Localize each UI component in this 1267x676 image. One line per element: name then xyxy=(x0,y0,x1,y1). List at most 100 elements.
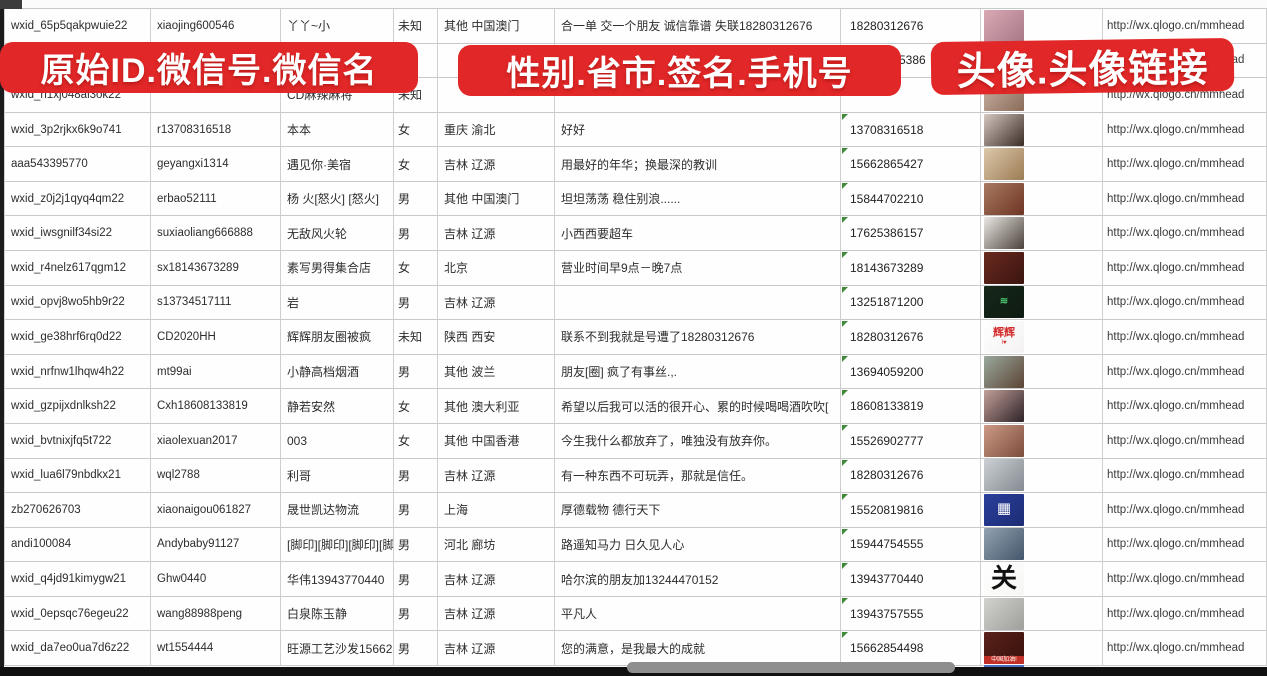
cell-wechat-id[interactable]: wql2788 xyxy=(151,458,281,493)
cell-original-id[interactable]: wxid_0epsqc76egeu22 xyxy=(5,596,151,631)
cell-gender[interactable]: 男 xyxy=(394,527,438,562)
cell-wechat-name[interactable]: 无敌风火轮 xyxy=(281,216,394,251)
cell-gender[interactable]: 男 xyxy=(394,596,438,631)
cell-wechat-id[interactable]: mt99ai xyxy=(151,354,281,389)
cell-phone-number[interactable]: 15944754555 xyxy=(841,527,981,562)
cell-wechat-id[interactable]: xiaolexuan2017 xyxy=(151,423,281,458)
cell-wechat-name[interactable]: 素写男得集合店 xyxy=(281,251,394,285)
cell-wechat-id[interactable]: xiaojing600546 xyxy=(151,9,281,43)
cell-wechat-name[interactable]: 晟世凯达物流 xyxy=(281,493,394,527)
cell-avatar[interactable]: 辉辉 I♥ xyxy=(981,320,1103,354)
cell-wechat-name[interactable]: 华伟13943770440 xyxy=(281,562,394,596)
cell-gender[interactable]: 男 xyxy=(394,493,438,527)
cell-signature[interactable]: 小西西要超车 xyxy=(555,216,841,251)
cell-avatar-link[interactable]: http://wx.qlogo.cn/mmhead xyxy=(1103,251,1267,285)
cell-avatar-link[interactable]: http://wx.qlogo.cn/mmhead xyxy=(1103,216,1267,251)
cell-province-city[interactable]: 吉林 辽源 xyxy=(438,631,555,665)
cell-wechat-id[interactable]: erbao52111 xyxy=(151,181,281,216)
cell-wechat-name[interactable]: 杨 火[怒火] [怒火] xyxy=(281,181,394,216)
cell-province-city[interactable]: 上海 xyxy=(438,493,555,527)
cell-signature[interactable]: 合一单 交一个朋友 诚信靠谱 失联18280312676 xyxy=(555,9,841,43)
cell-avatar-link[interactable]: http://wx.qlogo.cn/mmhead xyxy=(1103,458,1267,493)
cell-signature[interactable]: 有一种东西不可玩弄，那就是信任。 xyxy=(555,458,841,493)
cell-province-city[interactable]: 北京 xyxy=(438,251,555,285)
cell-original-id[interactable]: wxid_lua6l79nbdkx21 xyxy=(5,458,151,493)
cell-phone-number[interactable]: 17625386157 xyxy=(841,216,981,251)
cell-avatar[interactable] xyxy=(981,423,1103,458)
cell-province-city[interactable]: 其他 波兰 xyxy=(438,354,555,389)
cell-gender[interactable]: 男 xyxy=(394,285,438,320)
cell-province-city[interactable]: 其他 澳大利亚 xyxy=(438,389,555,423)
cell-gender[interactable] xyxy=(394,43,438,78)
cell-avatar[interactable] xyxy=(981,112,1103,147)
cell-gender[interactable]: 未知 xyxy=(394,9,438,43)
cell-phone-number[interactable]: 15526902777 xyxy=(841,423,981,458)
cell-original-id[interactable]: wxid_nrfnw1lhqw4h22 xyxy=(5,354,151,389)
cell-original-id[interactable]: aaa543395770 xyxy=(5,147,151,181)
cell-original-id[interactable]: wxid_da7eo0ua7d6z22 xyxy=(5,631,151,665)
cell-province-city[interactable]: 重庆 渝北 xyxy=(438,112,555,147)
cell-original-id[interactable]: wxid_r4nelz617qgm12 xyxy=(5,251,151,285)
cell-original-id[interactable]: wxid_opvj8wo5hb9r22 xyxy=(5,285,151,320)
cell-wechat-id[interactable] xyxy=(151,78,281,112)
cell-wechat-name[interactable]: 本本 xyxy=(281,112,394,147)
cell-avatar-link[interactable]: http://wx.qlogo.cn/mmhead xyxy=(1103,596,1267,631)
cell-province-city[interactable]: 吉林 辽源 xyxy=(438,562,555,596)
cell-avatar-link[interactable]: http://wx.qlogo.cn/mmhead xyxy=(1103,423,1267,458)
cell-wechat-id[interactable]: Andybaby91127 xyxy=(151,527,281,562)
cell-wechat-name[interactable]: 小静高档烟酒 xyxy=(281,354,394,389)
cell-wechat-id[interactable]: wt1554444 xyxy=(151,631,281,665)
cell-province-city[interactable]: 陕西 西安 xyxy=(438,320,555,354)
cell-signature[interactable] xyxy=(555,285,841,320)
cell-wechat-id[interactable]: s13734517111 xyxy=(151,285,281,320)
cell-signature[interactable]: 用最好的年华；换最深的教训 xyxy=(555,147,841,181)
cell-wechat-name[interactable]: 003 xyxy=(281,423,394,458)
cell-wechat-name[interactable]: 辉辉朋友圈被疯 xyxy=(281,320,394,354)
cell-avatar[interactable] xyxy=(981,596,1103,631)
cell-signature[interactable]: 坦坦荡荡 稳住别浪...... xyxy=(555,181,841,216)
cell-original-id[interactable]: wxid_gzpijxdnlksh22 xyxy=(5,389,151,423)
cell-avatar-link[interactable]: http://wx.qlogo.cn/mmhead xyxy=(1103,181,1267,216)
cell-gender[interactable]: 男 xyxy=(394,458,438,493)
cell-wechat-name[interactable]: 静若安然 xyxy=(281,389,394,423)
cell-signature[interactable]: 您的满意，是我最大的成就 xyxy=(555,631,841,665)
cell-original-id[interactable]: wxid_ge38hrf6rq0d22 xyxy=(5,320,151,354)
cell-province-city[interactable]: 吉林 辽源 xyxy=(438,596,555,631)
cell-avatar[interactable] xyxy=(981,251,1103,285)
cell-phone-number[interactable]: 13251871200 xyxy=(841,285,981,320)
cell-signature[interactable]: 厚德载物 德行天下 xyxy=(555,493,841,527)
cell-gender[interactable]: 女 xyxy=(394,112,438,147)
cell-province-city[interactable]: 其他 中国澳门 xyxy=(438,181,555,216)
cell-avatar[interactable] xyxy=(981,354,1103,389)
cell-gender[interactable]: 女 xyxy=(394,147,438,181)
cell-phone-number[interactable]: 15520819816 xyxy=(841,493,981,527)
cell-phone-number[interactable]: 13708316518 xyxy=(841,112,981,147)
cell-gender[interactable]: 男 xyxy=(394,354,438,389)
cell-avatar[interactable]: 中国加油! xyxy=(981,631,1103,665)
cell-gender[interactable]: 女 xyxy=(394,251,438,285)
cell-avatar-link[interactable]: http://wx.qlogo.cn/mmhead xyxy=(1103,320,1267,354)
cell-avatar-link[interactable]: http://wx.qlogo.cn/mmhead xyxy=(1103,285,1267,320)
cell-wechat-name[interactable]: 岩 xyxy=(281,285,394,320)
cell-signature[interactable]: 路遥知马力 日久见人心 xyxy=(555,527,841,562)
cell-wechat-name[interactable]: 白泉陈玉静 xyxy=(281,596,394,631)
cell-avatar[interactable] xyxy=(981,9,1103,43)
cell-wechat-id[interactable]: sx18143673289 xyxy=(151,251,281,285)
cell-avatar[interactable]: ≋ xyxy=(981,285,1103,320)
cell-original-id[interactable]: wxid_q4jd91kimygw21 xyxy=(5,562,151,596)
cell-province-city[interactable]: 吉林 辽源 xyxy=(438,216,555,251)
cell-avatar[interactable] xyxy=(981,181,1103,216)
cell-avatar-link[interactable]: http://wx.qlogo.cn/mmhead xyxy=(1103,354,1267,389)
cell-original-id[interactable]: wxid_iwsgnilf34si22 xyxy=(5,216,151,251)
cell-wechat-id[interactable]: Cxh18608133819 xyxy=(151,389,281,423)
cell-avatar[interactable] xyxy=(981,216,1103,251)
cell-gender[interactable]: 女 xyxy=(394,389,438,423)
cell-avatar-link[interactable]: http://wx.qlogo.cn/mmhead xyxy=(1103,631,1267,665)
cell-gender[interactable]: 男 xyxy=(394,216,438,251)
horizontal-scrollbar[interactable] xyxy=(627,662,955,673)
cell-phone-number[interactable]: 13943757555 xyxy=(841,596,981,631)
cell-signature[interactable]: 希望以后我可以活的很开心、累的时候喝喝酒吹吹[ xyxy=(555,389,841,423)
cell-original-id[interactable]: wxid_bvtnixjfq5t722 xyxy=(5,423,151,458)
cell-avatar-link[interactable]: http://wx.qlogo.cn/mmhead xyxy=(1103,112,1267,147)
cell-phone-number[interactable]: 18280312676 xyxy=(841,9,981,43)
